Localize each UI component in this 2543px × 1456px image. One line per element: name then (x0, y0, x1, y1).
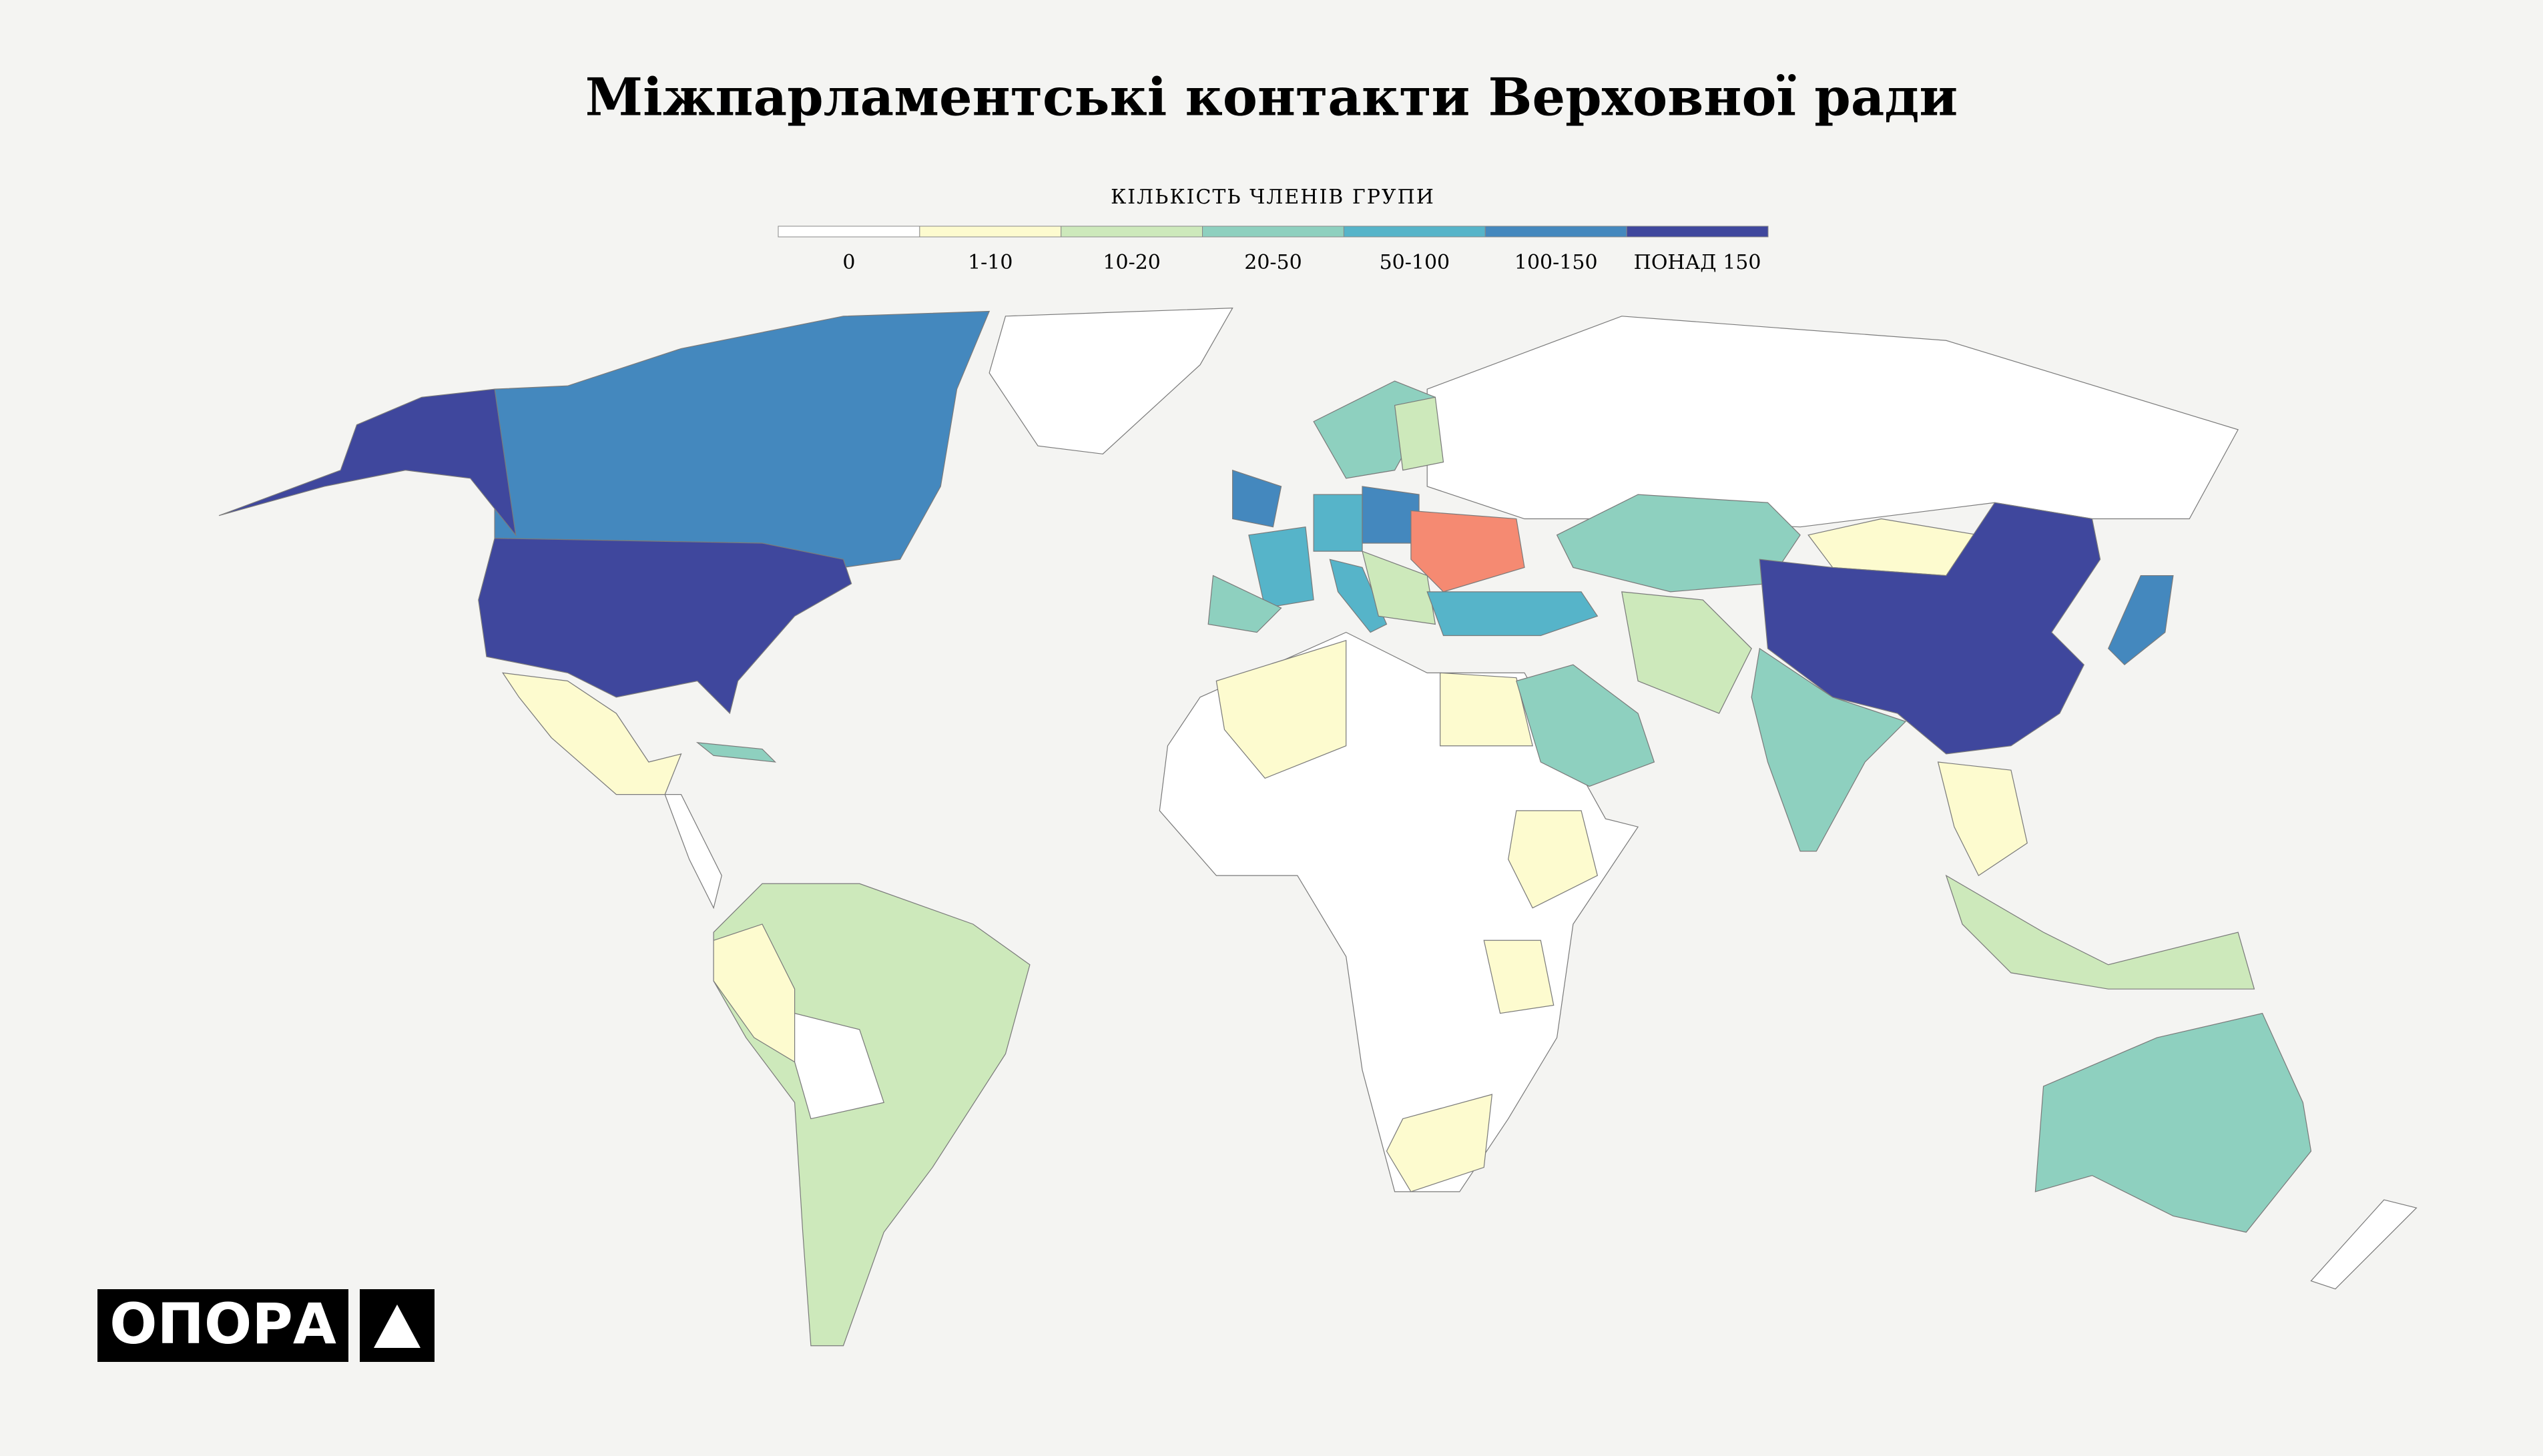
legend: 0 1-10 10-20 20-50 50-100 100-150 ПОНАД 150 (778, 226, 1769, 274)
tanzania (1483, 940, 1555, 1014)
canada (494, 310, 991, 569)
logo-triangle (374, 1305, 420, 1348)
legend-title: КІЛЬКІСТЬ ЧЛЕНІВ ГРУПИ (1111, 186, 1435, 209)
uk (1232, 469, 1282, 528)
legend-label: 10-20 (1103, 251, 1160, 274)
legend-label: ПОНАД 150 (1634, 251, 1761, 274)
spain (1207, 575, 1282, 633)
egypt (1440, 672, 1533, 747)
legend-label: 50-100 (1380, 251, 1450, 274)
legend-swatch (778, 226, 920, 238)
china (1759, 502, 2101, 755)
cuba (695, 742, 777, 763)
finland (1394, 396, 1444, 471)
australia (2034, 1012, 2312, 1233)
legend-swatch (1626, 226, 1769, 238)
balkans (1362, 551, 1436, 625)
turkey (1426, 591, 1599, 637)
legend-label: 20-50 (1244, 251, 1302, 274)
title: Міжпарламентські контакти Верховної ради (585, 67, 1958, 128)
legend-label: 0 (842, 251, 855, 274)
new-zealand (2310, 1199, 2418, 1290)
ukraine (1410, 510, 1525, 593)
legend-swatch (1061, 226, 1203, 238)
algeria (1215, 639, 1347, 779)
alaska (218, 388, 517, 536)
kazakhstan (1556, 494, 1801, 593)
japan (2108, 575, 2174, 666)
greenland (988, 308, 1233, 454)
saudi-arabia (1516, 664, 1655, 787)
usa (478, 538, 852, 715)
legend-swatch (1202, 226, 1344, 238)
legend-swatch (919, 226, 1062, 238)
france (1248, 526, 1314, 609)
iran-pakistan (1621, 591, 1752, 714)
legend-swatch (1484, 226, 1627, 238)
legend-swatch (1343, 226, 1486, 238)
mexico (501, 672, 682, 795)
legend-label: 1-10 (968, 251, 1013, 274)
germany (1313, 494, 1363, 552)
indonesia (1945, 874, 2255, 990)
logo: ОПОРА (109, 1291, 336, 1357)
italy (1329, 559, 1388, 633)
bolivia (794, 1012, 885, 1120)
southeast-asia (1937, 761, 2028, 876)
russia (1426, 316, 2239, 528)
south-africa (1386, 1094, 1493, 1192)
legend-label: 100-150 (1514, 251, 1598, 274)
ethiopia (1508, 810, 1599, 909)
india (1751, 647, 1907, 852)
world-map (218, 308, 2418, 1347)
central-america (664, 793, 722, 909)
logo-box (97, 1289, 348, 1362)
